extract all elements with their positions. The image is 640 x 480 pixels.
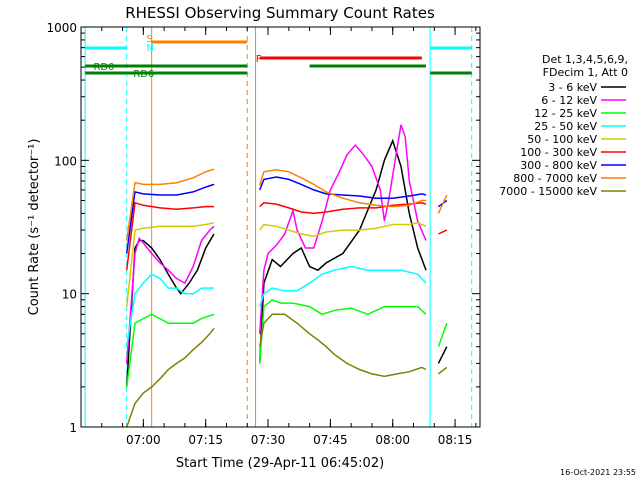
flag-label-rd6: RD6: [133, 69, 154, 80]
footer-date: 16-Oct-2021 23:55: [560, 468, 636, 477]
legend-label-4: 50 - 100 keV: [527, 133, 597, 146]
y-tick-label-0: 1: [69, 421, 77, 435]
x-tick-label-1: 07:15: [188, 433, 223, 447]
legend-header-line-2: FDecim 1, Att 0: [543, 66, 628, 79]
y-tick-label-3: 1000: [46, 21, 77, 35]
series-line-3: [125, 265, 427, 347]
legend-label-3: 25 - 50 keV: [534, 120, 597, 133]
flag-label-night: N: [146, 43, 153, 54]
series-line-8: [125, 313, 448, 428]
x-tick-label-4: 08:00: [375, 433, 410, 447]
flag-bars: SN F RD0 RD6: [85, 34, 472, 80]
legend: Det 1,3,4,5,6,9, FDecim 1, Att 0 3 - 6 k…: [499, 53, 628, 198]
series-line-7: [125, 168, 448, 241]
legend-header-line-1: Det 1,3,4,5,6,9,: [542, 53, 628, 66]
x-axis: 07:00 07:15 07:30 07:45 08:00 08:15: [101, 27, 477, 447]
legend-label-6: 300 - 800 keV: [520, 159, 597, 172]
legend-label-5: 100 - 300 keV: [520, 146, 597, 159]
x-tick-label-0: 07:00: [126, 433, 161, 447]
series-line-6: [125, 176, 448, 254]
y-axis: 1 10 100 1000: [46, 21, 480, 435]
series-line-0: [125, 138, 448, 387]
flag-label-flare: F: [256, 54, 262, 65]
flag-label-saa: S: [146, 34, 152, 45]
y-tick-label-1: 10: [62, 288, 77, 302]
legend-label-2: 12 - 25 keV: [534, 107, 597, 120]
x-tick-label-5: 08:15: [438, 433, 473, 447]
flag-label-rd0: RD0: [93, 62, 114, 73]
chart-title: RHESSI Observing Summary Count Rates: [125, 4, 435, 22]
x-tick-label-2: 07:30: [251, 433, 286, 447]
series-line-5: [125, 201, 448, 271]
x-axis-label: Start Time (29-Apr-11 06:45:02): [176, 456, 384, 471]
y-tick-label-2: 100: [54, 154, 77, 168]
legend-label-0: 3 - 6 keV: [548, 81, 597, 94]
series-line-2: [125, 298, 448, 387]
plot-frame: [80, 26, 481, 428]
legend-label-8: 7000 - 15000 keV: [499, 185, 597, 198]
series-line-1: [125, 124, 427, 364]
x-tick-label-3: 07:45: [313, 433, 348, 447]
y-axis-label: Count Rate (s⁻¹ detector⁻¹): [27, 139, 42, 316]
legend-label-7: 800 - 7000 keV: [513, 172, 597, 185]
legend-label-1: 6 - 12 keV: [541, 94, 597, 107]
series-layer: [125, 124, 448, 428]
series-line-4: [125, 222, 427, 307]
